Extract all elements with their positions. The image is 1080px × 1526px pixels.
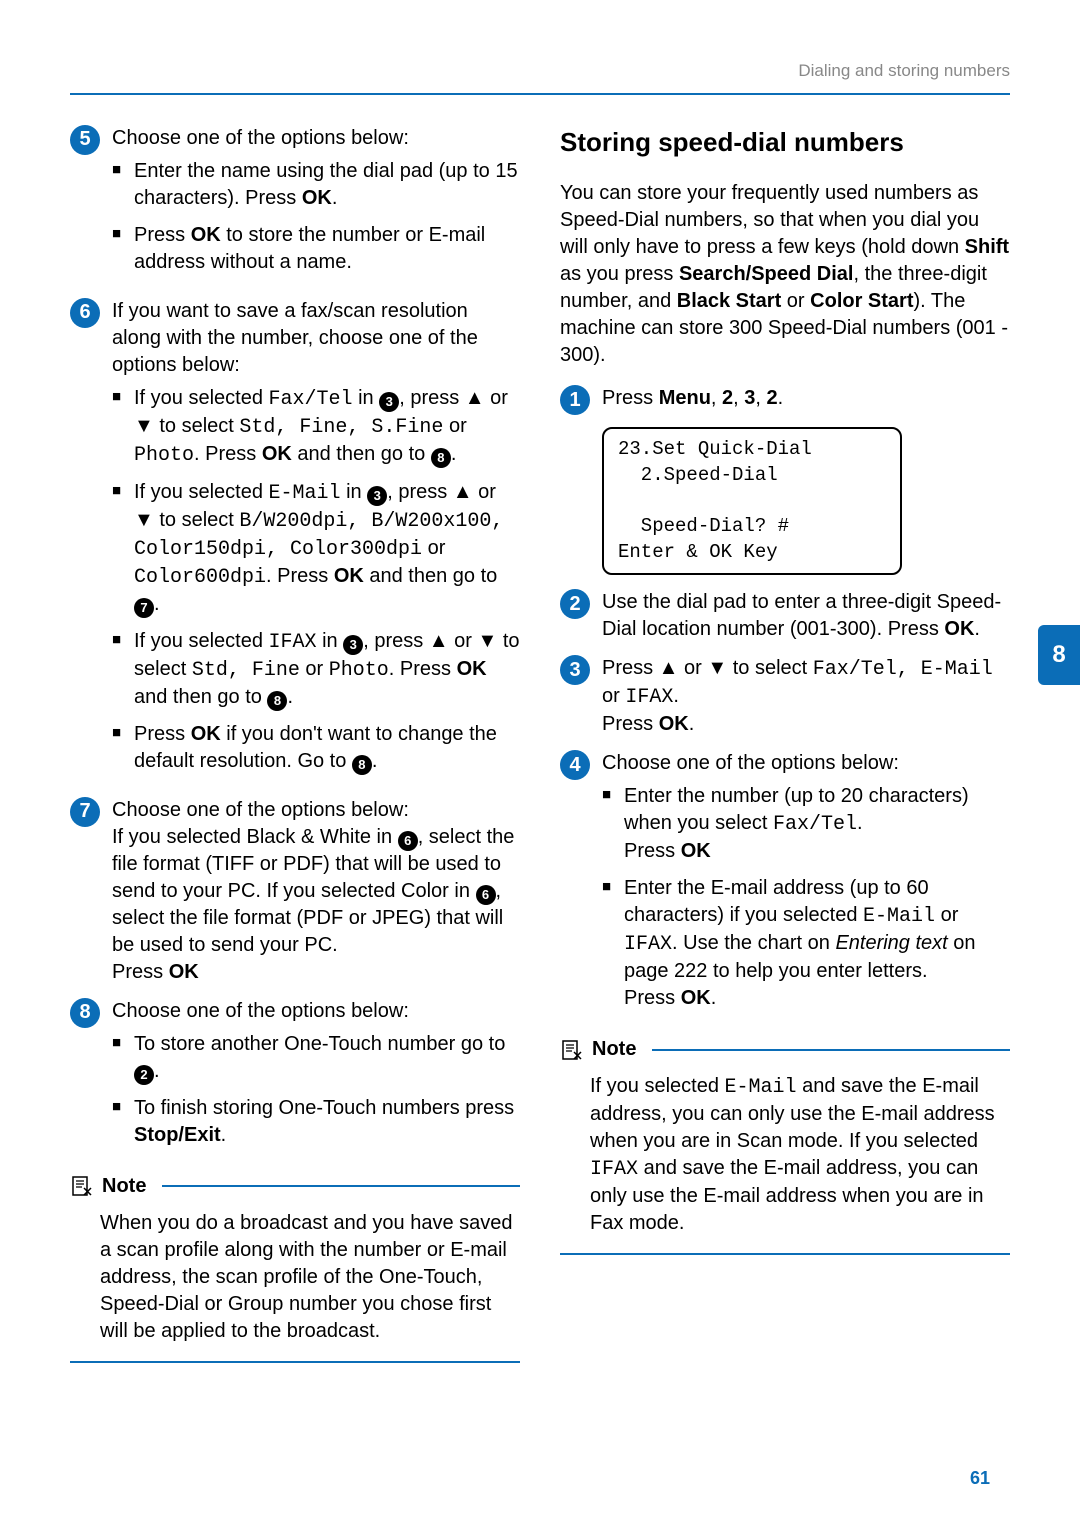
step6-item3: If you selected IFAX in 3, press ▲ or ▼ … (134, 628, 520, 711)
ref-3-icon: 3 (367, 486, 387, 506)
step5-lead: Choose one of the options below: (112, 125, 520, 152)
step-7: 7 Choose one of the options below: If yo… (70, 797, 520, 986)
step-number-5: 5 (70, 125, 100, 155)
step8-item2: To finish storing One-Touch numbers pres… (134, 1095, 520, 1149)
step5-item1: Enter the name using the dial pad (up to… (134, 158, 520, 212)
r-step-2: 2 Use the dial pad to enter a three-digi… (560, 589, 1010, 643)
ref-6-icon: 6 (476, 885, 496, 905)
right-note: Note If you selected E-Mail and save the… (560, 1036, 1010, 1255)
r-step-1: 1 Press Menu, 2, 3, 2. (560, 385, 1010, 415)
ref-8-icon: 8 (267, 691, 287, 711)
note-body: When you do a broadcast and you have sav… (70, 1204, 520, 1355)
right-column: Storing speed-dial numbers You can store… (560, 125, 1010, 1377)
step-number-4: 4 (560, 750, 590, 780)
note-body: If you selected E-Mail and save the E-ma… (560, 1067, 1010, 1247)
chapter-tab: 8 (1038, 625, 1080, 685)
ref-2-icon: 2 (134, 1065, 154, 1085)
step-number-8: 8 (70, 998, 100, 1028)
content-columns: 5 Choose one of the options below: Enter… (70, 125, 1010, 1377)
breadcrumb: Dialing and storing numbers (70, 60, 1010, 83)
ref-6-icon: 6 (398, 831, 418, 851)
note-icon (560, 1038, 584, 1062)
step-number-1: 1 (560, 385, 590, 415)
step-number-7: 7 (70, 797, 100, 827)
step-5: 5 Choose one of the options below: Enter… (70, 125, 520, 286)
step-8: 8 Choose one of the options below: To st… (70, 998, 520, 1159)
r-step2-body: Use the dial pad to enter a three-digit … (602, 589, 1010, 643)
step7-line1: Choose one of the options below: (112, 797, 520, 824)
section-title: Storing speed-dial numbers (560, 125, 1010, 160)
step-6: 6 If you want to save a fax/scan resolut… (70, 298, 520, 785)
r-step-3: 3 Press ▲ or ▼ to select Fax/Tel, E-Mail… (560, 655, 1010, 738)
r-step4-item1: Enter the number (up to 20 characters) w… (624, 783, 1010, 865)
step8-lead: Choose one of the options below: (112, 998, 520, 1025)
r-step4-item2: Enter the E-mail address (up to 60 chara… (624, 875, 1010, 1012)
lcd-display: 23.Set Quick-Dial 2.Speed-Dial Speed-Dia… (602, 427, 902, 575)
step-number-3: 3 (560, 655, 590, 685)
note-icon (70, 1174, 94, 1198)
left-column: 5 Choose one of the options below: Enter… (70, 125, 520, 1377)
r-step-4: 4 Choose one of the options below: Enter… (560, 750, 1010, 1022)
step6-item4: Press OK if you don't want to change the… (134, 721, 520, 775)
ref-7-icon: 7 (134, 598, 154, 618)
step5-item2: Press OK to store the number or E-mail a… (134, 222, 520, 276)
step8-item1: To store another One-Touch number go to … (134, 1031, 520, 1085)
r-step4-lead: Choose one of the options below: (602, 750, 1010, 777)
r-step1-body: Press Menu, 2, 3, 2. (602, 385, 1010, 412)
page-number: 61 (970, 1466, 990, 1490)
note-title: Note (102, 1173, 146, 1200)
step-number-6: 6 (70, 298, 100, 328)
step-number-2: 2 (560, 589, 590, 619)
left-note: Note When you do a broadcast and you hav… (70, 1173, 520, 1363)
step6-lead: If you want to save a fax/scan resolutio… (112, 298, 520, 379)
step7-line3: Press OK (112, 959, 520, 986)
intro-paragraph: You can store your frequently used numbe… (560, 180, 1010, 369)
header-rule (70, 93, 1010, 95)
note-title: Note (592, 1036, 636, 1063)
step6-item1: If you selected Fax/Tel in 3, press ▲ or… (134, 385, 520, 469)
step6-item2: If you selected E-Mail in 3, press ▲ or … (134, 479, 520, 618)
ref-3-icon: 3 (379, 392, 399, 412)
ref-8-icon: 8 (431, 448, 451, 468)
ref-8-icon: 8 (352, 755, 372, 775)
ref-3-icon: 3 (343, 635, 363, 655)
step7-line2: If you selected Black & White in 6, sele… (112, 824, 520, 959)
r-step3-body: Press ▲ or ▼ to select Fax/Tel, E-Mail o… (602, 655, 1010, 738)
